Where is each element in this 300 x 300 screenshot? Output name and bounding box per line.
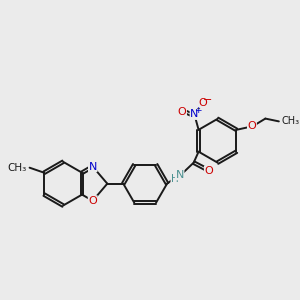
Text: O: O	[198, 98, 207, 108]
Text: CH₃: CH₃	[7, 163, 26, 173]
Text: O: O	[205, 166, 213, 176]
Text: O: O	[178, 107, 186, 117]
Text: +: +	[194, 106, 202, 115]
Text: CH₃: CH₃	[281, 116, 299, 126]
Text: H: H	[171, 174, 179, 184]
Text: O: O	[248, 122, 256, 131]
Text: N: N	[88, 162, 97, 172]
Text: −: −	[203, 95, 212, 105]
Text: N: N	[190, 110, 199, 119]
Text: N: N	[176, 170, 184, 180]
Text: O: O	[88, 196, 97, 206]
